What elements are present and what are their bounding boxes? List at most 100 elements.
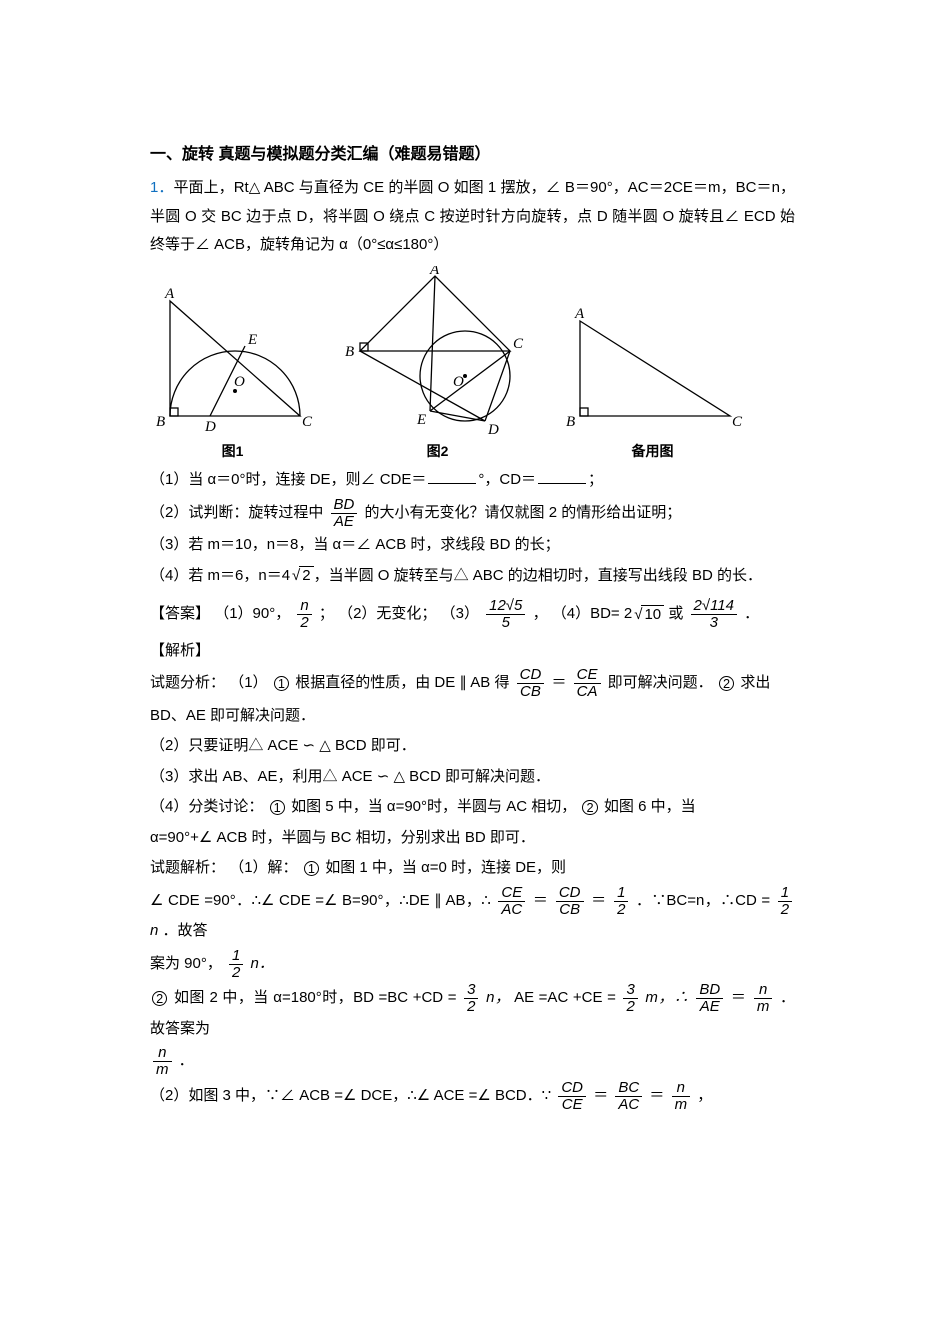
analysis-line-3: （3）求出 AB、AE，利用△ ACE ∽ △ BCD 即可解决问题． xyxy=(150,763,795,792)
s1-tail: ．故答 xyxy=(163,922,208,939)
analysis-line-1b: BD、AE 即可解决问题． xyxy=(150,702,795,731)
s2-line2: ． xyxy=(179,1053,194,1070)
frac-ce-ca: CECA xyxy=(574,667,601,700)
q1-a: （1）当 α＝0°时，连接 DE，则∠ CDE＝ xyxy=(150,471,426,488)
figure-row: A B C D E O 图1 xyxy=(150,266,795,465)
frac-num: BD xyxy=(331,497,358,514)
frac-1-2c: 12 xyxy=(229,948,243,981)
frac-bd-ae-2: BDAE xyxy=(696,982,723,1015)
circled-2b: 2 xyxy=(582,800,597,815)
eq3: ＝ xyxy=(591,892,606,909)
frac-n-m: nm xyxy=(754,982,773,1015)
figure-2-caption: 图2 xyxy=(427,438,449,465)
sqrt-10: 10 xyxy=(632,601,664,630)
label-b: B xyxy=(156,414,165,430)
analysis-line-4b: α=90°+∠ ACB 时，半圆与 BC 相切，分别求出 BD 即可． xyxy=(150,824,795,853)
ans-p4-coeff: 2 xyxy=(624,606,632,623)
sqrt-2: 2 xyxy=(290,562,314,591)
eq4: ＝ xyxy=(731,990,746,1007)
label-a3: A xyxy=(574,306,585,322)
analysis-label: 【解析】 xyxy=(150,637,795,666)
eq-sign: ＝ xyxy=(551,675,566,692)
question-1: （1）当 α＝0°时，连接 DE，则∠ CDE＝ °，CD＝ ； xyxy=(150,466,795,495)
label-b2: B xyxy=(345,344,354,360)
label-c: C xyxy=(302,414,313,430)
q4-b: ，当半圆 O 旋转至与△ ABC 的边相切时，直接写出线段 BD 的长． xyxy=(314,567,762,584)
eq2: ＝ xyxy=(533,892,548,909)
label-d2: D xyxy=(487,422,499,436)
a1b-line2: BD、AE 即可解决问题． xyxy=(150,707,315,724)
blank-2 xyxy=(538,468,586,484)
a1a-txt: 根据直径的性质，由 DE ∥ AB 得 xyxy=(295,675,509,692)
intro-label: 试题分析： xyxy=(150,675,225,692)
label-o2: O xyxy=(453,374,464,390)
frac-bd-ae: BDAE xyxy=(331,497,358,530)
s1-mid: ．∵BC=n，∴CD = xyxy=(636,892,770,909)
frac-bc-ac: BCAC xyxy=(615,1080,642,1113)
frac-cd-cb: CDCB xyxy=(517,667,545,700)
s1-line3a: 案为 90°， xyxy=(150,955,222,972)
frac-cd-ce: CDCE xyxy=(558,1080,586,1113)
analysis-line-4: （4）分类讨论： 1 如图 5 中，当 α=90°时，半圆与 AC 相切， 2 … xyxy=(150,793,795,822)
s2-n: n， xyxy=(486,990,510,1007)
label-o: O xyxy=(234,374,245,390)
q2-a: （2）试判断：旋转过程中 xyxy=(150,504,323,521)
q1-c: ； xyxy=(588,471,603,488)
problem-text: 平面上，Rt△ ABC 与直径为 CE 的半圆 O 如图 1 摆放，∠ B＝90… xyxy=(150,179,795,253)
label-d: D xyxy=(204,419,216,435)
solution-1: 试题解析： （1）解： 1 如图 1 中，当 α=0 时，连接 DE，则 xyxy=(150,854,795,883)
s1-txt: 如图 1 中，当 α=0 时，连接 DE，则 xyxy=(325,859,566,876)
frac-den: AE xyxy=(331,514,358,530)
analysis-line-2: （2）只要证明△ ACE ∽ △ BCD 即可． xyxy=(150,732,795,761)
frac-2r114-3: 2√1143 xyxy=(691,598,738,631)
s1-line2a: ∠ CDE =90°．∴∠ CDE =∠ B=90°，∴DE ∥ AB，∴ xyxy=(150,892,491,909)
a1b-txt: 求出 xyxy=(740,675,770,692)
label-a: A xyxy=(164,286,175,302)
ans-p4-label: （4）BD= xyxy=(552,606,620,623)
answer-label: 【答案】 xyxy=(150,606,210,623)
figure-3-svg: A B C xyxy=(560,306,745,436)
frac-n-m-3: nm xyxy=(672,1080,691,1113)
circled-2: 2 xyxy=(719,676,734,691)
figure-1-caption: 图1 xyxy=(222,438,244,465)
label-c3: C xyxy=(732,414,743,430)
a4-a: （4）分类讨论： xyxy=(150,798,263,815)
problem-statement: 1．平面上，Rt△ ABC 与直径为 CE 的半圆 O 如图 1 摆放，∠ B＝… xyxy=(150,174,795,260)
ans-p3-tail: ， xyxy=(533,606,548,623)
label-e2: E xyxy=(416,412,426,428)
s2-m: m，∴ xyxy=(645,990,688,1007)
ans-period: ． xyxy=(744,606,759,623)
ans-p3-label: （3） xyxy=(441,606,479,623)
answer-block: 【答案】 （1）90°， n2 ； （2）无变化； （3） 12√55 ， （4… xyxy=(150,598,795,631)
s2-ae: AE =AC +CE = xyxy=(514,990,616,1007)
label-c2: C xyxy=(513,336,524,352)
figure-1-svg: A B C D E O xyxy=(150,286,315,436)
s3-tail: ， xyxy=(697,1087,712,1104)
section-title: 一、旋转 真题与模拟题分类汇编（难题易错题） xyxy=(150,140,795,170)
frac-ce-ac: CEAC xyxy=(498,885,525,918)
ans-or: 或 xyxy=(668,606,683,623)
question-3: （3）若 m＝10，n＝8，当 α＝∠ ACB 时，求线段 BD 的长； xyxy=(150,531,795,560)
a4-txt1: 如图 5 中，当 α=90°时，半圆与 AC 相切， xyxy=(291,798,576,815)
q2-b: 的大小有无变化？请仅就图 2 的情形给出证明； xyxy=(365,504,682,521)
figure-3: A B C 备用图 xyxy=(560,306,745,465)
solution-2b: nm ． xyxy=(150,1045,795,1078)
a4-txt2: 如图 6 中，当 xyxy=(604,798,696,815)
frac-3-2: 32 xyxy=(464,982,478,1015)
circled-1b: 1 xyxy=(270,800,285,815)
figure-3-caption: 备用图 xyxy=(632,438,674,465)
solution-3: （2）如图 3 中，∵∠ ACB =∠ DCE，∴∠ ACE =∠ BCD．∵ … xyxy=(150,1080,795,1113)
s1-line3b: n． xyxy=(251,955,274,972)
label-a2: A xyxy=(429,266,440,278)
q1-b: °，CD＝ xyxy=(478,471,536,488)
a1-tail: 即可解决问题． xyxy=(608,675,713,692)
frac-n-m-2: nm xyxy=(153,1045,172,1078)
a1a: （1） xyxy=(229,675,267,692)
ans-p1: （1）90°， xyxy=(214,606,290,623)
circled-2c: 2 xyxy=(152,991,167,1006)
solution-2: 2 如图 2 中，当 α=180°时，BD =BC +CD = 32 n， AE… xyxy=(150,982,795,1043)
s1-head: （1）解： xyxy=(229,859,297,876)
frac-12r5-5: 12√55 xyxy=(486,598,525,631)
ans-p2: （2）无变化； xyxy=(338,606,436,623)
solution-1c: 案为 90°， 12 n． xyxy=(150,948,795,981)
